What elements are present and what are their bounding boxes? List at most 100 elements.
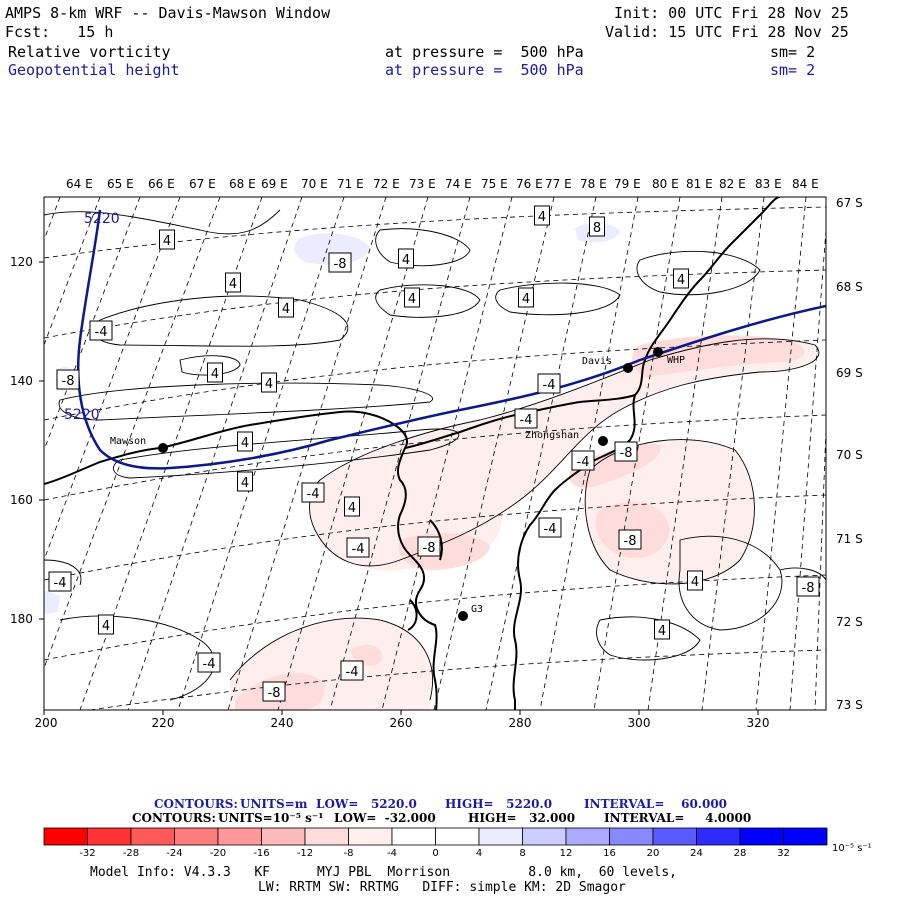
station-label-mawson: Mawson — [110, 436, 146, 447]
contour-info-vort-units: UNITS=10⁻⁵ s⁻¹ — [218, 811, 324, 825]
vorticity-label-text: -8 — [423, 541, 436, 556]
x-tick-label: 260 — [389, 716, 413, 730]
vorticity-label: -4 — [346, 537, 370, 558]
lon-label: 74 E — [445, 177, 472, 191]
map-frame — [43, 196, 827, 711]
x-tick-label: 280 — [508, 716, 532, 730]
vorticity-label: 4 — [344, 496, 360, 517]
vorticity-label-text: 4 — [241, 476, 249, 491]
vorticity-label: 4 — [687, 570, 703, 591]
vorticity-label-text: -8 — [624, 534, 637, 549]
vorticity-label-text: -4 — [577, 455, 590, 470]
vorticity-label-text: -8 — [802, 581, 815, 596]
field2-smoothing: sm= 2 — [770, 61, 816, 79]
field2-level: at pressure = 500 hPa — [385, 61, 584, 79]
colorbar-swatch — [304, 827, 349, 846]
vorticity-label: 4 — [518, 287, 534, 308]
field1-smoothing: sm= 2 — [770, 43, 816, 61]
colorbar-tick: 8 — [519, 848, 526, 859]
vorticity-label-text: -4 — [544, 522, 557, 537]
lat-label: 71 S — [836, 532, 863, 546]
vorticity-label-text: 4 — [691, 575, 699, 590]
lon-label: 81 E — [686, 177, 713, 191]
x-tick-label: 240 — [270, 716, 294, 730]
vorticity-label-text: 4 — [677, 273, 685, 288]
colorbar-tick: 4 — [475, 848, 483, 859]
vorticity-label: -4 — [514, 408, 538, 429]
lon-label: 73 E — [409, 177, 436, 191]
lon-label: 67 E — [189, 177, 216, 191]
vorticity-label-text: 4 — [348, 501, 356, 516]
lon-label: 78 E — [580, 177, 607, 191]
colorbar-tick: 24 — [690, 848, 703, 859]
x-tick-label: 300 — [627, 716, 651, 730]
station-label-davis: Davis — [582, 356, 612, 367]
station-marker-whp — [653, 347, 663, 357]
lon-label: 65 E — [107, 177, 134, 191]
vorticity-label-text: 4 — [402, 253, 410, 268]
lon-label: 77 E — [545, 177, 572, 191]
vorticity-label: 4 — [673, 268, 689, 289]
y-tick-label: 120 — [10, 255, 33, 269]
colorbar-tick: -32 — [79, 848, 96, 859]
colorbar-swatch — [217, 827, 262, 846]
station-marker-zhongshan — [598, 436, 608, 446]
vorticity-label-text: 4 — [282, 302, 290, 317]
x-tick-label: 220 — [151, 716, 175, 730]
colorbar-swatch — [435, 827, 480, 846]
lon-label: 66 E — [148, 177, 175, 191]
vorticity-label: -8 — [56, 369, 80, 390]
height-label: 5220 — [84, 211, 120, 227]
vorticity-contours — [44, 209, 826, 701]
vorticity-label-text: 4 — [408, 292, 416, 307]
vorticity-label-text: 4 — [229, 277, 237, 292]
lon-label: 76 E — [516, 177, 543, 191]
vorticity-label: -8 — [262, 681, 286, 702]
vorticity-label-text: 4 — [522, 292, 530, 307]
model-info: Model Info: V4.3.3 KF MYJ PBL Morrison 8… — [90, 865, 677, 880]
vorticity-label-text: 8 — [593, 221, 601, 236]
vorticity-label: -4 — [301, 482, 325, 503]
vorticity-label: 4 — [237, 471, 253, 492]
colorbar-swatch — [348, 827, 393, 846]
station-marker-davis — [623, 363, 633, 373]
colorbar-tick: -20 — [209, 848, 227, 859]
contour-info-vort-label: CONTOURS: — [132, 811, 216, 825]
station-label-whp: WHP — [667, 355, 685, 366]
colorbar-swatch — [130, 827, 175, 846]
contour-info-vort-interval: INTERVAL= 4.0000 — [604, 811, 752, 825]
colorbar-tick: -28 — [122, 848, 140, 859]
vorticity-label: 4 — [534, 205, 550, 226]
vorticity-label: -8 — [618, 529, 642, 550]
vorticity-label-text: -8 — [62, 374, 75, 389]
lon-label: 83 E — [755, 177, 782, 191]
lat-label: 72 S — [836, 615, 863, 629]
contour-info-height-high: HIGH= 5220.0 — [445, 797, 553, 811]
field2-name: Geopotential height — [8, 61, 180, 79]
vorticity-label-text: 4 — [241, 436, 249, 451]
chart-title: AMPS 8-km WRF -- Davis-Mawson Window — [5, 4, 331, 22]
colorbar-swatch — [783, 827, 828, 846]
contour-info-height-low: LOW= 5220.0 — [316, 797, 417, 811]
valid-time: Valid: 15 UTC Fri 28 Nov 25 — [605, 23, 849, 41]
colorbar-swatch — [391, 827, 436, 846]
colorbar-tick: -4 — [387, 848, 397, 859]
colorbar-swatch — [696, 827, 741, 846]
vorticity-label-text: 4 — [265, 377, 273, 392]
contour-info-height-units: UNITS=m — [240, 797, 308, 811]
vorticity-label: -4 — [340, 660, 364, 681]
colorbar-tick: -12 — [296, 848, 314, 859]
y-tick-label: 160 — [10, 493, 33, 507]
colorbar-swatch — [87, 827, 132, 846]
colorbar-swatch — [609, 827, 654, 846]
lon-label: 68 E — [229, 177, 256, 191]
vorticity-label: -4 — [538, 517, 562, 538]
station-marker-g3 — [458, 611, 468, 621]
vorticity-label-text: -4 — [352, 542, 365, 557]
vorticity-label: 8 — [589, 216, 605, 237]
colorbar-swatch — [522, 827, 567, 846]
vorticity-label: -4 — [89, 320, 113, 341]
lon-label: 71 E — [337, 177, 364, 191]
